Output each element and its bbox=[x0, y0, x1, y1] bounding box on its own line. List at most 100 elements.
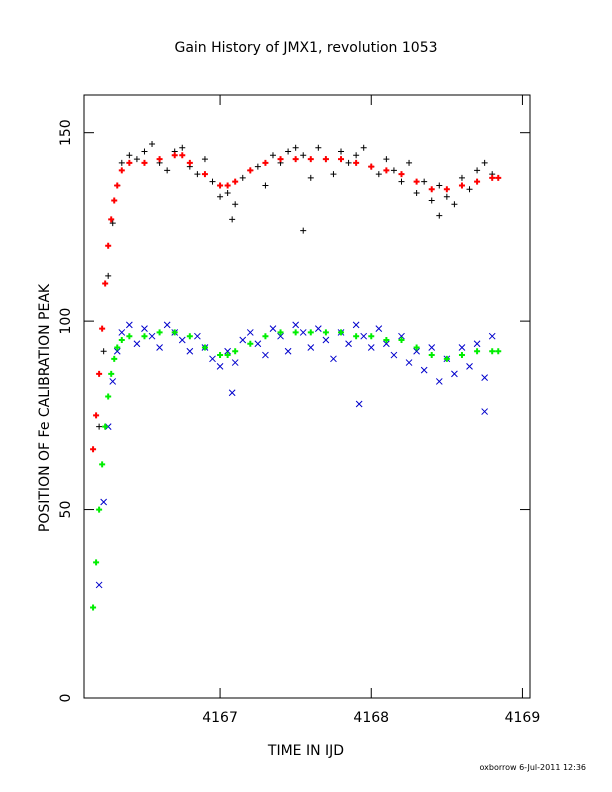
y-tick-label-3: 150 bbox=[58, 119, 74, 146]
series-0-point-40 bbox=[383, 156, 390, 163]
series-2-point-24 bbox=[307, 156, 314, 163]
series-0-point-0 bbox=[96, 423, 103, 430]
series-1-point-5 bbox=[118, 329, 126, 336]
series-0-point-1 bbox=[100, 348, 107, 355]
series-3-point-25 bbox=[338, 329, 345, 336]
series-0-point-50 bbox=[458, 174, 465, 181]
series-2-point-14 bbox=[179, 152, 186, 159]
series-2-point-5 bbox=[105, 242, 112, 249]
series-2-point-7 bbox=[111, 197, 118, 204]
series-3-point-5 bbox=[105, 393, 112, 400]
series-2-point-34 bbox=[458, 182, 465, 189]
series-3 bbox=[90, 329, 502, 611]
series-1-point-38 bbox=[367, 344, 375, 351]
series-2-point-20 bbox=[247, 167, 254, 174]
plot-frame bbox=[83, 94, 531, 699]
series-0-point-24 bbox=[262, 182, 269, 189]
series-2-point-9 bbox=[118, 167, 125, 174]
series-1-point-55 bbox=[355, 400, 363, 408]
y-axis-label: POSITION OF Fe CALIBRATION PEAK bbox=[37, 283, 53, 532]
series-0-point-48 bbox=[443, 193, 450, 200]
series-0-point-52 bbox=[474, 167, 481, 174]
series-0-point-17 bbox=[209, 178, 216, 185]
series-1-point-51 bbox=[466, 362, 473, 370]
series-2-point-17 bbox=[217, 182, 224, 189]
series-1-point-31 bbox=[314, 325, 322, 333]
series-2-point-35 bbox=[474, 178, 481, 185]
series-2-point-27 bbox=[353, 159, 360, 166]
series-0-point-45 bbox=[421, 178, 428, 185]
series-0-point-35 bbox=[345, 159, 352, 166]
series-2-point-22 bbox=[277, 156, 284, 163]
series-0-point-18 bbox=[217, 193, 224, 200]
series-0-point-56 bbox=[229, 216, 236, 223]
series-1 bbox=[95, 321, 496, 589]
series-1-point-9 bbox=[148, 332, 156, 340]
series-0-point-31 bbox=[315, 144, 322, 151]
series-1-point-21 bbox=[239, 336, 247, 344]
series-3-point-12 bbox=[156, 329, 163, 336]
series-1-point-35 bbox=[345, 340, 352, 348]
series-2-point-32 bbox=[428, 186, 435, 193]
series-1-point-39 bbox=[375, 325, 383, 333]
series-0-point-16 bbox=[201, 156, 208, 163]
series-3-point-32 bbox=[443, 355, 450, 362]
series-2-point-31 bbox=[413, 178, 420, 185]
series-0-point-53 bbox=[481, 159, 488, 166]
series-1-point-52 bbox=[473, 340, 481, 348]
series-1-point-50 bbox=[458, 344, 466, 351]
series-3-point-8 bbox=[114, 344, 121, 351]
series-2-point-18 bbox=[224, 182, 231, 189]
series-0-point-36 bbox=[353, 152, 360, 159]
series-0-point-51 bbox=[466, 186, 473, 193]
x-axis-label: TIME IN IJD bbox=[267, 743, 344, 759]
series-0-point-19 bbox=[224, 189, 231, 196]
series-1-point-40 bbox=[383, 340, 390, 348]
series-1-point-44 bbox=[413, 347, 420, 355]
series-1-point-53 bbox=[481, 374, 488, 382]
series-0-point-42 bbox=[398, 178, 405, 185]
series-0-point-3 bbox=[109, 220, 116, 227]
data-series bbox=[90, 140, 502, 611]
series-1-point-26 bbox=[277, 332, 284, 340]
x-tick-label-0: 4167 bbox=[202, 710, 238, 726]
series-1-point-6 bbox=[126, 321, 133, 329]
series-0-point-34 bbox=[338, 148, 345, 155]
series-2-point-11 bbox=[141, 159, 148, 166]
series-2-point-23 bbox=[292, 156, 299, 163]
series-2-point-8 bbox=[114, 182, 121, 189]
series-0-point-55 bbox=[300, 227, 307, 234]
series-0-point-43 bbox=[406, 159, 413, 166]
series-2-point-12 bbox=[156, 156, 163, 163]
series-3-point-3 bbox=[99, 461, 106, 468]
series-0-point-13 bbox=[179, 144, 186, 151]
series-2-point-1 bbox=[93, 412, 100, 419]
series-3-point-27 bbox=[368, 333, 375, 340]
series-0-point-41 bbox=[390, 167, 397, 174]
series-3-point-4 bbox=[102, 423, 109, 430]
series-3-point-22 bbox=[292, 329, 299, 336]
series-0-point-28 bbox=[292, 144, 299, 151]
series-3-point-35 bbox=[489, 348, 496, 355]
series-2-point-15 bbox=[186, 159, 193, 166]
series-2-point-6 bbox=[108, 216, 115, 223]
series-1-point-47 bbox=[435, 378, 443, 385]
series-3-point-0 bbox=[90, 604, 97, 611]
series-3-point-14 bbox=[186, 333, 193, 340]
series-0-point-37 bbox=[360, 144, 367, 151]
series-1-point-3 bbox=[109, 378, 117, 385]
series-1-point-25 bbox=[269, 325, 277, 333]
series-1-point-42 bbox=[398, 332, 405, 340]
series-1-point-1 bbox=[100, 498, 108, 506]
series-3-point-2 bbox=[96, 506, 103, 513]
series-2 bbox=[90, 152, 502, 453]
y-tick-label-1: 50 bbox=[58, 501, 74, 519]
series-2-point-16 bbox=[201, 171, 208, 178]
series-3-point-16 bbox=[217, 352, 224, 359]
chart-title: Gain History of JMX1, revolution 1053 bbox=[174, 40, 437, 56]
series-1-point-22 bbox=[246, 329, 254, 336]
series-3-point-33 bbox=[458, 352, 465, 359]
series-1-point-4 bbox=[113, 347, 121, 355]
series-3-point-20 bbox=[262, 333, 269, 340]
